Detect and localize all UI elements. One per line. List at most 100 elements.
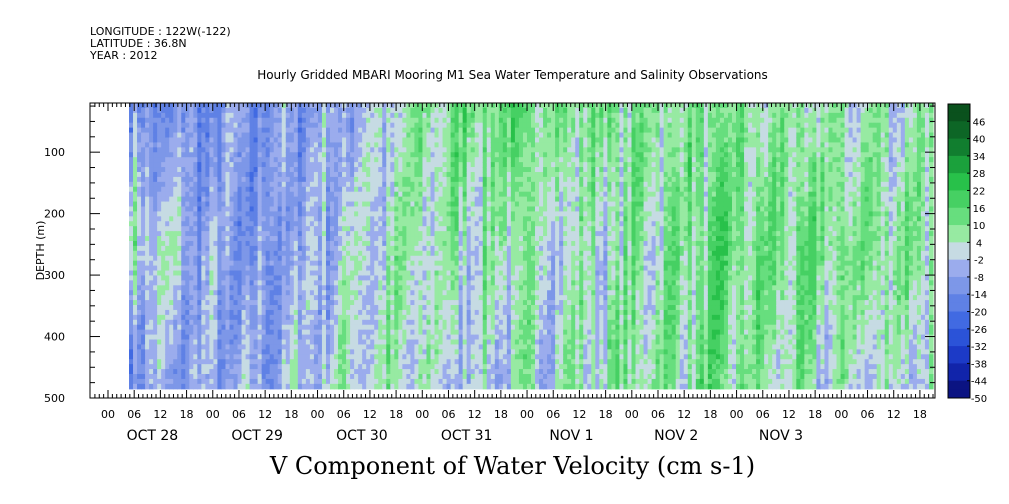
heatmap-cell: [358, 369, 363, 375]
heatmap-cell: [141, 167, 146, 173]
heatmap-cell: [338, 176, 343, 183]
heatmap-cell: [321, 245, 327, 252]
heatmap-cell: [321, 309, 327, 316]
heatmap-cell: [173, 211, 178, 217]
heatmap-cell: [426, 374, 432, 380]
heatmap-cell: [169, 285, 174, 291]
heatmap-cell: [261, 216, 267, 222]
heatmap-cell: [386, 319, 391, 326]
heatmap-cell: [293, 295, 299, 301]
heatmap-cell: [305, 216, 311, 222]
heatmap-cell: [305, 107, 311, 114]
heatmap-cell: [297, 211, 303, 217]
heatmap-cell: [273, 107, 279, 114]
heatmap-cell: [370, 245, 375, 252]
heatmap-cell: [293, 369, 299, 375]
heatmap-cell: [386, 112, 391, 119]
heatmap-cell: [141, 107, 146, 114]
heatmap-cell: [317, 349, 323, 355]
heatmap-cell: [358, 319, 363, 326]
heatmap-cell: [181, 265, 186, 272]
heatmap-cell: [350, 329, 355, 336]
heatmap-cell: [402, 162, 407, 168]
heatmap-cell: [169, 211, 174, 217]
heatmap-cell: [245, 309, 251, 316]
heatmap-cell: [269, 137, 275, 144]
heatmap-cell: [201, 147, 206, 153]
heatmap-cell: [297, 383, 303, 390]
heatmap-cell: [169, 245, 174, 252]
heatmap-cell: [185, 107, 190, 114]
heatmap-cell: [313, 137, 319, 144]
heatmap-cell: [229, 270, 235, 277]
heatmap-cell: [394, 260, 399, 267]
heatmap-cell: [269, 142, 275, 148]
heatmap-cell: [418, 280, 424, 286]
heatmap-cell: [241, 127, 247, 134]
heatmap-cell: [334, 305, 339, 311]
heatmap-cell: [402, 201, 407, 208]
heatmap-cell: [265, 319, 271, 326]
heatmap-cell: [177, 196, 182, 203]
heatmap-cell: [370, 211, 375, 217]
heatmap-cell: [338, 349, 343, 355]
heatmap-cell: [181, 226, 186, 232]
heatmap-cell: [289, 221, 295, 227]
heatmap-cell: [358, 349, 363, 355]
heatmap-cell: [225, 344, 231, 350]
heatmap-cell: [305, 260, 311, 267]
heatmap-cell: [161, 147, 166, 153]
heatmap-cell: [165, 191, 170, 198]
heatmap-cell: [466, 157, 472, 163]
heatmap-cell: [281, 290, 287, 296]
heatmap-cell: [346, 117, 351, 124]
heatmap-cell: [237, 231, 243, 237]
heatmap-cell: [422, 245, 428, 252]
heatmap-cell: [430, 319, 436, 326]
heatmap-cell: [229, 344, 235, 350]
heatmap-cell: [249, 201, 255, 208]
heatmap-cell: [346, 171, 351, 178]
heatmap-cell: [386, 285, 391, 291]
heatmap-cell: [201, 226, 206, 232]
heatmap-cell: [350, 270, 355, 277]
heatmap-cell: [165, 167, 170, 173]
heatmap-cell: [422, 127, 428, 134]
heatmap-cell: [209, 260, 215, 267]
heatmap-cell: [382, 354, 387, 360]
heatmap-cell: [181, 191, 186, 198]
heatmap-cell: [426, 167, 432, 173]
heatmap-cell: [285, 122, 291, 129]
heatmap-cell: [221, 329, 227, 336]
heatmap-cell: [249, 339, 255, 346]
heatmap-cell: [390, 107, 395, 114]
heatmap-cell: [313, 117, 319, 124]
heatmap-cell: [394, 270, 399, 277]
heatmap-cell: [257, 107, 263, 114]
heatmap-cell: [165, 201, 170, 208]
heatmap-cell: [205, 290, 210, 296]
heatmap-cell: [257, 314, 263, 321]
heatmap-cell: [438, 221, 444, 227]
heatmap-cell: [169, 309, 174, 316]
heatmap-cell: [454, 280, 460, 286]
heatmap-cell: [153, 171, 158, 178]
heatmap-cell: [241, 245, 247, 252]
heatmap-cell: [277, 206, 283, 212]
heatmap-cell: [406, 314, 411, 321]
heatmap-cell: [434, 250, 440, 257]
heatmap-cell: [358, 374, 363, 380]
heatmap-cell: [129, 339, 134, 346]
heatmap-cell: [241, 236, 247, 242]
heatmap-cell: [289, 324, 295, 331]
heatmap-cell: [470, 127, 476, 134]
heatmap-cell: [438, 305, 444, 311]
heatmap-cell: [309, 270, 315, 277]
heatmap-cell: [317, 186, 323, 193]
heatmap-cell: [181, 354, 186, 360]
heatmap-cell: [362, 226, 367, 232]
heatmap-cell: [370, 191, 375, 198]
heatmap-cell: [418, 314, 424, 321]
heatmap-cell: [422, 374, 428, 380]
heatmap-cell: [454, 236, 460, 242]
